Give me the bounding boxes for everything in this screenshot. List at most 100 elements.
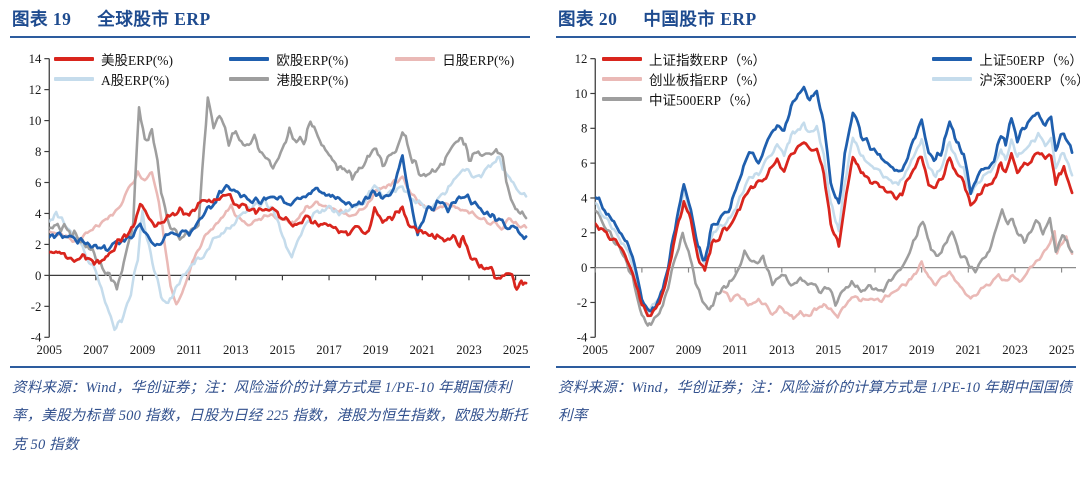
figure-panel-global-erp: 图表 19 全球股市 ERP 美股ERP(%) 欧股ERP(%) 日股ERP(%) A…	[10, 4, 530, 459]
x-tick-label: 2021	[410, 343, 436, 357]
figure-title: 全球股市 ERP	[97, 9, 211, 29]
figure-header: 图表 19 全球股市 ERP	[10, 4, 530, 36]
y-tick-label: 10	[29, 114, 42, 128]
legend-item: 上证指数ERP（%）	[602, 49, 932, 69]
figure-panel-china-erp: 图表 20 中国股市 ERP 上证指数ERP（%） 上证50ERP（%） 创业板指E…	[556, 4, 1080, 459]
legend-label: 上证指数ERP（%）	[649, 53, 767, 68]
x-tick-label: 2025	[503, 343, 529, 357]
x-tick-label: 2007	[629, 343, 655, 357]
chart-area-global: 美股ERP(%) 欧股ERP(%) 日股ERP(%) A股ERP(%) 港股ERP(%)…	[10, 41, 530, 365]
header-rule	[556, 36, 1076, 38]
x-tick-label: 2007	[83, 343, 108, 357]
x-tick-label: 2011	[723, 343, 748, 357]
x-tick-label: 2005	[37, 343, 63, 357]
series-line	[49, 96, 528, 291]
page: 图表 19 全球股市 ERP 美股ERP(%) 欧股ERP(%) 日股ERP(%) A…	[10, 4, 1080, 459]
y-tick-label: 0	[35, 269, 41, 283]
legend-label: 沪深300ERP（%）	[979, 73, 1080, 88]
figure-number: 图表 20	[558, 9, 618, 29]
y-tick-label: 12	[575, 52, 588, 66]
footer-rule	[10, 366, 530, 368]
legend-item: 沪深300ERP（%）	[932, 69, 1080, 89]
legend-line-swatch	[54, 57, 94, 61]
legend-line-swatch	[229, 77, 270, 81]
legend-item: 创业板指ERP（%）	[602, 69, 932, 89]
legend-label: 日股ERP(%)	[442, 53, 515, 68]
x-tick-label: 2015	[270, 343, 296, 357]
y-tick-label: 14	[29, 52, 42, 66]
header-rule	[10, 36, 530, 38]
x-tick-label: 2023	[456, 343, 482, 357]
x-tick-label: 2021	[956, 343, 982, 357]
chart-area-china: 上证指数ERP（%） 上证50ERP（%） 创业板指ERP（%） 沪深300ERP（%…	[556, 41, 1080, 365]
series-line	[49, 155, 528, 332]
legend-item: 欧股ERP(%)	[229, 49, 395, 69]
y-tick-label: 6	[581, 157, 587, 171]
legend-line-swatch	[602, 97, 642, 101]
y-tick-label: 0	[581, 261, 587, 275]
figure-title: 中国股市 ERP	[643, 9, 757, 29]
legend-label: 港股ERP(%)	[276, 73, 349, 88]
x-tick-label: 2023	[1002, 343, 1028, 357]
x-tick-label: 2019	[363, 343, 389, 357]
source-note: 资料来源：Wind，华创证券；注：风险溢价的计算方式是 1/PE-10 年期国债…	[12, 380, 528, 453]
legend-label: A股ERP(%)	[101, 73, 170, 88]
series-line	[722, 229, 1074, 321]
legend-line-swatch	[932, 77, 973, 81]
legend-item: 上证50ERP（%）	[932, 49, 1080, 69]
series-line	[49, 154, 528, 253]
figure-number: 图表 19	[12, 9, 72, 29]
source-note: 资料来源：Wind，华创证券；注：风险溢价的计算方式是 1/PE-10 年期中国…	[558, 380, 1073, 425]
y-tick-label: 8	[35, 145, 41, 159]
y-tick-label: 2	[35, 238, 41, 252]
y-tick-label: 6	[35, 176, 41, 190]
x-tick-label: 2013	[769, 343, 795, 357]
legend-label: 上证50ERP（%）	[979, 53, 1080, 68]
legend-line-swatch	[229, 57, 270, 61]
legend-item: 日股ERP(%)	[395, 49, 528, 69]
y-tick-label: -4	[31, 331, 42, 345]
y-tick-label: 10	[575, 87, 588, 101]
series-line	[49, 192, 528, 291]
x-tick-label: 2009	[676, 343, 702, 357]
series-line	[595, 141, 1074, 318]
chart-legend: 美股ERP(%) 欧股ERP(%) 日股ERP(%) A股ERP(%) 港股ERP(%)	[54, 49, 528, 89]
footer-rule	[556, 366, 1076, 368]
legend-label: 创业板指ERP（%）	[649, 73, 767, 88]
x-tick-label: 2013	[223, 343, 249, 357]
y-tick-label: -2	[577, 296, 588, 310]
legend-item: 港股ERP(%)	[229, 69, 395, 89]
legend-label: 美股ERP(%)	[101, 53, 173, 68]
x-tick-label: 2017	[862, 343, 888, 357]
x-tick-label: 2017	[316, 343, 342, 357]
legend-line-swatch	[602, 77, 642, 81]
x-tick-label: 2009	[130, 343, 156, 357]
legend-item: 中证500ERP（%）	[602, 89, 932, 109]
legend-line-swatch	[932, 57, 973, 61]
legend-line-swatch	[395, 57, 436, 61]
x-tick-label: 2015	[816, 343, 842, 357]
legend-label: 中证500ERP（%）	[649, 93, 760, 108]
legend-label: 欧股ERP(%)	[276, 53, 349, 68]
y-tick-label: 12	[29, 83, 42, 97]
y-tick-label: 8	[581, 122, 587, 136]
legend-item: A股ERP(%)	[54, 69, 229, 89]
y-tick-label: -2	[31, 300, 42, 314]
x-tick-label: 2005	[583, 343, 609, 357]
y-tick-label: -4	[577, 331, 588, 345]
legend-line-swatch	[602, 57, 642, 61]
y-tick-label: 2	[581, 226, 587, 240]
x-tick-label: 2011	[177, 343, 202, 357]
y-tick-label: 4	[581, 191, 588, 205]
x-tick-label: 2025	[1049, 343, 1075, 357]
chart-legend: 上证指数ERP（%） 上证50ERP（%） 创业板指ERP（%） 沪深300ERP（%…	[602, 49, 1080, 109]
series-line	[595, 208, 1074, 327]
y-tick-label: 4	[35, 207, 42, 221]
legend-line-swatch	[54, 77, 94, 81]
legend-item: 美股ERP(%)	[54, 49, 229, 69]
figure-header: 图表 20 中国股市 ERP	[556, 4, 1076, 36]
x-tick-label: 2019	[909, 343, 935, 357]
series-line	[595, 85, 1074, 313]
